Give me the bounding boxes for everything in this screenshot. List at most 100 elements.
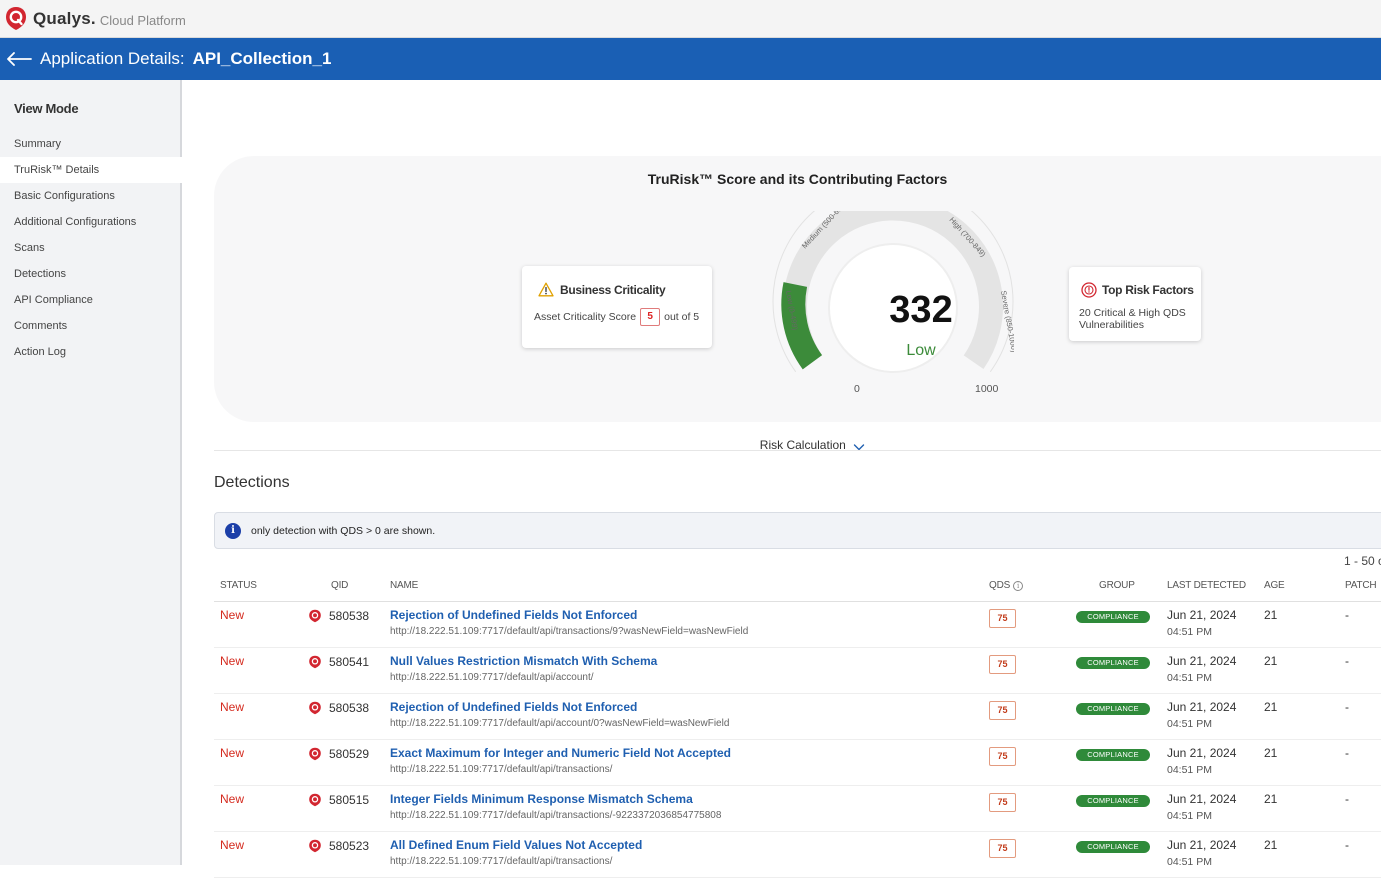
warning-triangle-icon <box>538 282 554 297</box>
last-detected-time: 04:51 PM <box>1167 672 1212 684</box>
info-icon[interactable]: i <box>1013 580 1024 591</box>
chevron-down-icon <box>853 441 865 451</box>
patch-value: - <box>1345 700 1349 714</box>
sidebar-item-scans[interactable]: Scans <box>14 242 45 254</box>
patch-value: - <box>1345 608 1349 622</box>
table-row[interactable]: New 580515 Integer Fields Minimum Response… <box>214 786 1381 832</box>
sidebar-item-detections[interactable]: Detections <box>14 268 66 280</box>
qds-badge: 75 <box>989 747 1016 766</box>
info-banner: i only detection with QDS > 0 are shown. <box>214 512 1381 549</box>
risk-calculation-label: Risk Calculation <box>759 438 846 452</box>
detection-name-link[interactable]: Rejection of Undefined Fields Not Enforc… <box>390 700 638 714</box>
sidebar: View Mode Summary TruRisk™ Details Basic… <box>0 80 182 865</box>
patch-value: - <box>1345 838 1349 852</box>
severity-shield-icon <box>308 747 322 761</box>
risk-factors-icon <box>1081 282 1097 298</box>
table-row[interactable]: New 580529 Exact Maximum for Integer and N… <box>214 740 1381 786</box>
business-criticality-title: Business Criticality <box>560 282 666 297</box>
group-badge: COMPLIANCE <box>1076 611 1150 623</box>
last-detected-date: Jun 21, 2024 <box>1167 700 1237 714</box>
brand-subtitle: Cloud Platform <box>99 12 186 28</box>
detection-name-link[interactable]: All Defined Enum Field Values Not Accept… <box>390 838 643 852</box>
trurisk-panel: TruRisk™ Score and its Contributing Fact… <box>214 156 1381 422</box>
sidebar-item-action-log[interactable]: Action Log <box>14 346 66 358</box>
detection-url: http://18.222.51.109:7717/default/api/tr… <box>390 626 749 637</box>
last-detected-time: 04:51 PM <box>1167 810 1212 822</box>
age-value: 21 <box>1264 746 1278 760</box>
status-text: New <box>220 608 245 622</box>
pagination-range: 1 - 50 of <box>1344 554 1381 568</box>
info-text: only detection with QDS > 0 are shown. <box>251 524 436 537</box>
gauge-min: 0 <box>854 383 860 395</box>
qualys-logo-icon[interactable] <box>4 6 28 32</box>
table-row[interactable]: New 580538 Rejection of Undefined Fields N… <box>214 694 1381 740</box>
qid-value: 580515 <box>329 793 370 807</box>
table-row[interactable]: New 580538 Rejection of Undefined Fields N… <box>214 602 1381 648</box>
main-content: TruRisk™ Score and its Contributing Fact… <box>184 80 1381 878</box>
column-header-last-detected[interactable]: LAST DETECTED <box>1167 580 1246 591</box>
trurisk-title: TruRisk™ Score and its Contributing Fact… <box>647 171 948 187</box>
qid-value: 580541 <box>329 655 370 669</box>
arrow-left-icon[interactable] <box>6 49 34 69</box>
column-header-patch[interactable]: PATCH <box>1345 580 1377 591</box>
qds-badge: 75 <box>989 609 1016 628</box>
gauge-low-fill <box>781 282 823 370</box>
brand-name: Qualys. <box>33 8 96 28</box>
column-header-group[interactable]: GROUP <box>1099 580 1135 591</box>
status-text: New <box>220 654 245 668</box>
column-header-qds[interactable]: QDS i <box>989 580 1024 591</box>
detection-name-link[interactable]: Null Values Restriction Mismatch With Sc… <box>390 654 658 668</box>
sidebar-item-api-compliance[interactable]: API Compliance <box>14 294 93 306</box>
business-criticality-card[interactable]: Business Criticality Asset Criticality S… <box>522 266 712 348</box>
sidebar-item-comments[interactable]: Comments <box>14 320 68 332</box>
age-value: 21 <box>1264 654 1278 668</box>
asset-criticality-label: Asset Criticality Score <box>534 311 637 323</box>
header-label: Application Details: <box>40 49 185 68</box>
severity-shield-icon <box>308 793 322 807</box>
sidebar-item-trurisk-details[interactable]: TruRisk™ Details <box>0 157 182 183</box>
detection-url: http://18.222.51.109:7717/default/api/tr… <box>390 856 613 867</box>
brand-bar: Qualys. Cloud Platform <box>0 0 1381 38</box>
risk-calculation-toggle[interactable]: Risk Calculation <box>184 438 1381 452</box>
last-detected-time: 04:51 PM <box>1167 718 1212 730</box>
severity-shield-icon <box>308 655 322 669</box>
detection-name-link[interactable]: Integer Fields Minimum Response Mismatch… <box>390 792 693 806</box>
sidebar-item-basic-configurations[interactable]: Basic Configurations <box>14 190 115 202</box>
application-name: API_Collection_1 <box>192 49 332 68</box>
trurisk-level: Low <box>906 342 936 359</box>
severity-shield-icon <box>308 701 322 715</box>
table-row[interactable]: New 580541 Null Values Restriction Mismatc… <box>214 648 1381 694</box>
group-badge: COMPLIANCE <box>1076 703 1150 715</box>
column-header-status[interactable]: STATUS <box>220 580 257 591</box>
detection-name-link[interactable]: Rejection of Undefined Fields Not Enforc… <box>390 608 638 622</box>
status-text: New <box>220 700 245 714</box>
view-mode-heading: View Mode <box>14 101 79 116</box>
qds-badge: 75 <box>989 839 1016 858</box>
group-badge: COMPLIANCE <box>1076 657 1150 669</box>
severity-shield-icon <box>308 839 322 853</box>
group-badge: COMPLIANCE <box>1076 795 1150 807</box>
column-header-age[interactable]: AGE <box>1264 580 1285 591</box>
gauge-max: 1000 <box>975 383 999 395</box>
column-header-name[interactable]: NAME <box>390 580 419 591</box>
status-text: New <box>220 838 245 852</box>
top-risk-factors-title: Top Risk Factors <box>1102 283 1194 297</box>
column-header-qid[interactable]: QID <box>331 580 349 591</box>
detections-title: Detections <box>214 474 290 491</box>
sidebar-item-additional-configurations[interactable]: Additional Configurations <box>14 216 137 228</box>
qid-value: 580529 <box>329 747 370 761</box>
table-row[interactable]: New 580523 All Defined Enum Field Values N… <box>214 832 1381 878</box>
last-detected-date: Jun 21, 2024 <box>1167 838 1237 852</box>
trurisk-score: 332 <box>889 289 952 331</box>
detection-url: http://18.222.51.109:7717/default/api/tr… <box>390 764 613 775</box>
top-risk-factors-card[interactable]: Top Risk Factors 20 Critical & High QDS … <box>1069 267 1201 341</box>
detection-name-link[interactable]: Exact Maximum for Integer and Numeric Fi… <box>390 746 731 760</box>
sidebar-item-summary[interactable]: Summary <box>14 138 62 150</box>
asset-criticality-suffix: out of 5 <box>664 311 700 323</box>
age-value: 21 <box>1264 700 1278 714</box>
detection-url: http://18.222.51.109:7717/default/api/ac… <box>390 672 594 683</box>
patch-value: - <box>1345 746 1349 760</box>
last-detected-time: 04:51 PM <box>1167 626 1212 638</box>
last-detected-time: 04:51 PM <box>1167 764 1212 776</box>
age-value: 21 <box>1264 792 1278 806</box>
